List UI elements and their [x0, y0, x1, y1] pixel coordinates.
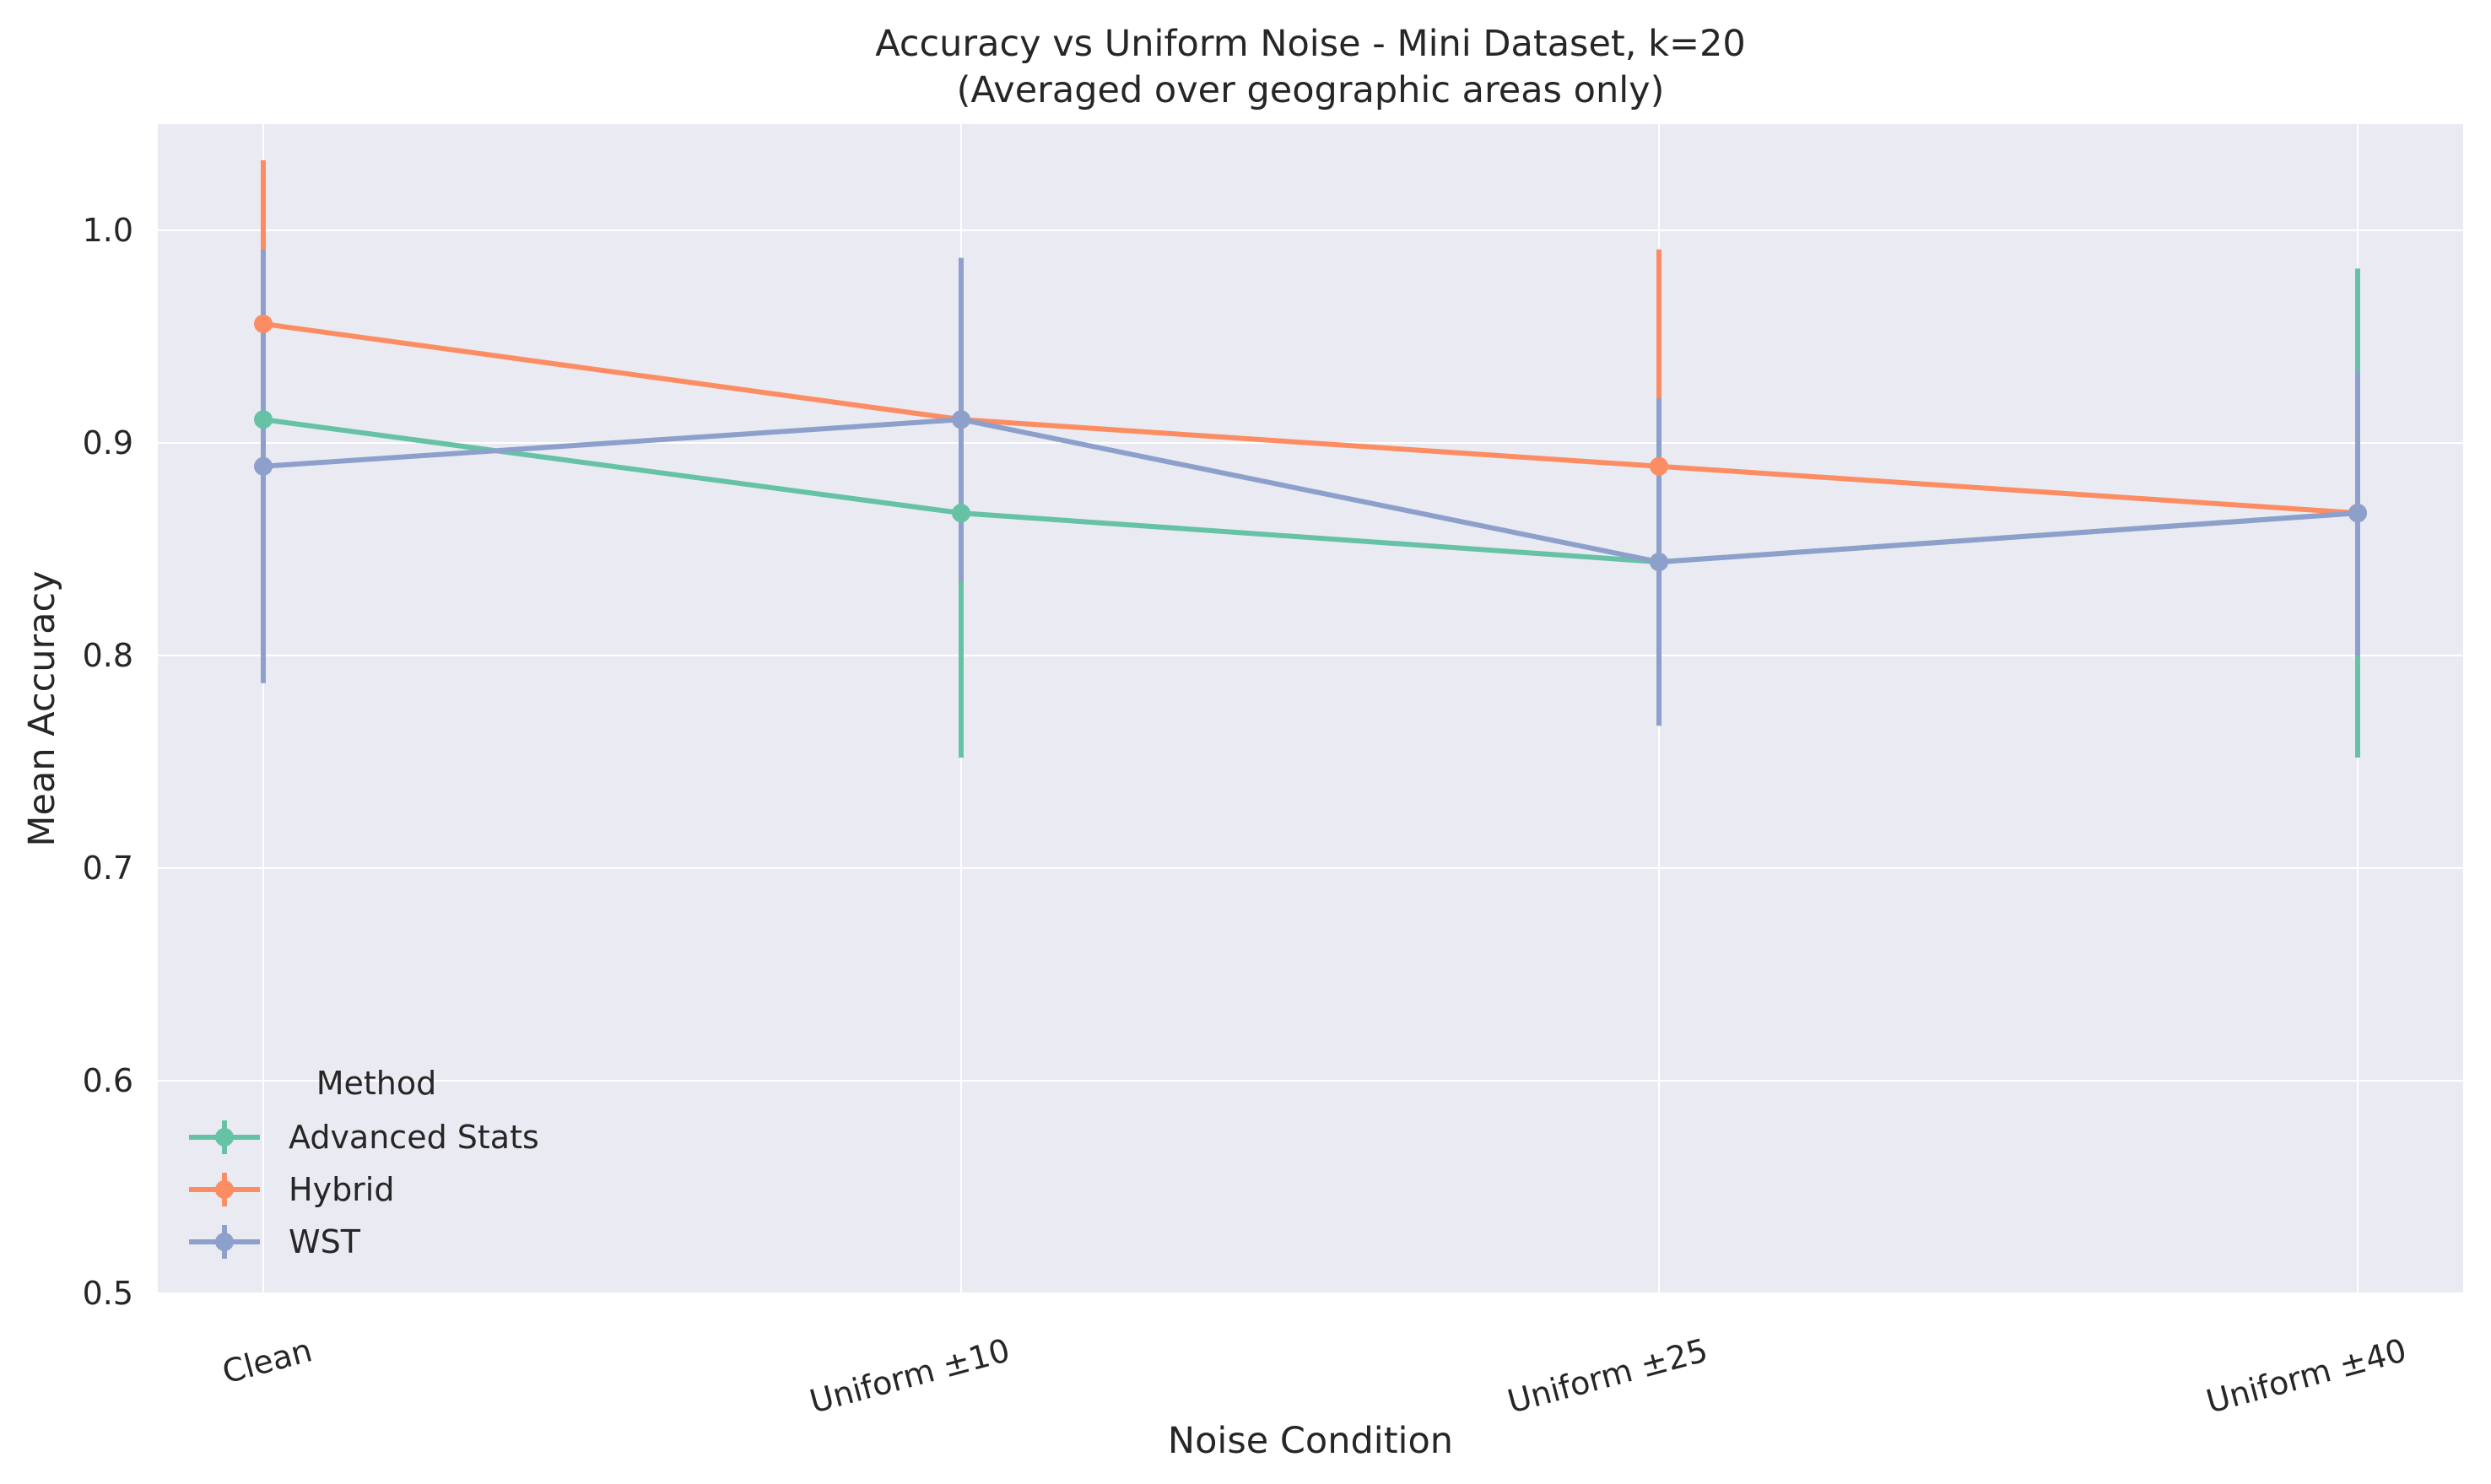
y-axis-label: Mean Accuracy — [21, 570, 63, 846]
plot-area — [158, 124, 2463, 1293]
legend: Method Advanced Stats Hybrid WST — [189, 1065, 539, 1260]
legend-marker — [215, 1233, 234, 1251]
y-tick-label: 0.9 — [83, 424, 133, 461]
y-axis: 0.5 0.6 0.7 0.8 0.9 1.0 — [83, 212, 133, 1312]
series-points — [254, 314, 2367, 572]
x-tick-label: Clean — [219, 1331, 316, 1390]
chart-title: Accuracy vs Uniform Noise - Mini Dataset… — [875, 23, 1746, 65]
y-tick-label: 0.7 — [83, 850, 133, 887]
x-tick-label: Uniform ±25 — [1504, 1331, 1711, 1420]
data-point — [254, 456, 273, 476]
data-point — [1650, 553, 1668, 572]
x-tick-label: Uniform ±10 — [806, 1331, 1013, 1420]
legend-marker — [215, 1128, 234, 1147]
chart-subtitle: (Averaged over geographic areas only) — [957, 69, 1665, 111]
data-point — [952, 410, 970, 429]
legend-label: WST — [289, 1223, 361, 1260]
data-point — [952, 504, 970, 523]
data-point — [2348, 504, 2367, 523]
series-line — [261, 417, 2360, 565]
data-point — [254, 410, 273, 429]
legend-marker — [215, 1180, 234, 1199]
y-tick-label: 0.5 — [83, 1275, 133, 1312]
x-axis-label: Noise Condition — [1168, 1420, 1453, 1462]
legend-title: Method — [316, 1065, 437, 1102]
series-lines — [261, 321, 2360, 565]
x-axis: Clean Uniform ±10 Uniform ±25 Uniform ±40 — [219, 1331, 2411, 1420]
y-tick-label: 0.8 — [83, 637, 133, 674]
y-tick-label: 1.0 — [83, 212, 133, 249]
legend-label: Advanced Stats — [289, 1119, 539, 1156]
x-tick-label: Uniform ±40 — [2202, 1331, 2410, 1420]
data-point — [1650, 456, 1668, 476]
series-line — [261, 321, 2360, 516]
legend-label: Hybrid — [289, 1171, 395, 1208]
y-tick-label: 0.6 — [83, 1062, 133, 1099]
data-point — [254, 314, 273, 333]
